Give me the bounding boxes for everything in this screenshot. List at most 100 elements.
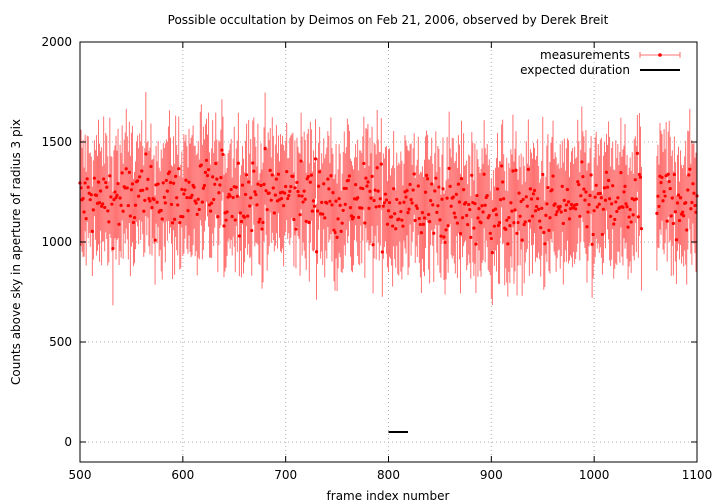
measurement-point [373,188,377,192]
measurement-point [467,202,471,207]
measurement-point [597,202,601,206]
measurement-point [347,174,352,178]
measurement-point [243,192,248,197]
measurement-point [322,182,326,186]
measurement-point [201,186,205,190]
measurement-point [413,218,417,223]
measurement-point [606,178,611,183]
measurement-point [567,217,572,221]
measurement-point [264,189,268,193]
measurement-point [593,195,597,199]
measurement-point [282,204,286,208]
measurement-point [468,207,472,212]
measurement-point [160,217,164,221]
measurement-point [612,222,616,226]
measurement-point [273,193,277,197]
measurement-point [313,157,318,161]
measurement-point [518,214,522,218]
measurement-point [529,197,534,201]
measurement-point [540,206,544,210]
measurement-point [610,202,614,206]
measurement-point [528,187,533,191]
measurement-point [532,188,537,193]
measurement-point [547,228,551,233]
axis-ticks: 500 600 700 800 900 1000 1100 0 500 1000 1500 2000 [41,35,712,482]
measurement-point [563,208,567,213]
measurement-point [406,210,410,215]
x-tick-label: 700 [274,468,297,482]
measurement-point [414,204,418,208]
measurement-point [454,192,458,196]
measurement-point [412,172,416,176]
measurement-point [616,196,620,200]
measurement-point [691,182,695,186]
measurement-point [220,148,224,152]
measurement-point [581,175,585,179]
measurement-point [137,194,141,198]
measurement-point [586,210,590,214]
measurement-point [244,173,249,177]
measurement-point [190,193,194,197]
measurement-point [558,204,562,209]
measurement-point [382,201,386,205]
measurement-point [381,204,385,208]
measurement-point [656,194,660,198]
measurement-point [165,189,170,193]
measurement-point [235,194,239,198]
measurement-point [627,215,631,219]
measurement-point [91,208,95,212]
measurement-point [672,172,676,177]
measurement-point [302,189,306,193]
measurement-point [548,216,552,220]
measurement-point [363,221,367,225]
measurement-point [90,229,94,233]
measurement-point [336,217,340,221]
measurement-point [605,185,610,189]
measurement-point [248,204,252,208]
measurement-point [217,191,221,195]
measurement-point [577,183,581,187]
measurement-point [432,231,436,235]
measurement-point [402,200,406,204]
measurement-point [469,235,473,239]
measurement-point [315,209,320,213]
measurement-point [475,193,479,198]
measurement-point [291,174,295,178]
measurement-point [365,184,369,188]
measurement-point [619,170,623,175]
measurement-point [240,183,245,187]
measurement-point [215,177,219,181]
measurement-point [287,194,291,198]
measurement-point [84,217,88,221]
error-bars [79,91,698,306]
measurement-point [533,209,538,213]
measurement-point [407,207,411,211]
measurement-point [522,223,526,227]
measurement-point [584,190,588,194]
measurement-point [589,173,593,177]
measurement-point [687,173,691,177]
measurement-point [203,170,208,174]
measurement-point [224,218,228,222]
measurement-point [303,197,307,201]
measurement-point [120,171,124,175]
measurement-point [668,187,672,191]
measurement-point [660,175,664,179]
measurement-point [387,200,392,205]
measurement-point [148,199,152,203]
measurement-point [124,167,128,171]
measurement-point [155,200,159,204]
measurement-point [194,201,198,205]
measurement-point [178,220,182,225]
measurement-point [375,166,379,170]
measurement-point [631,213,635,217]
measurement-point [624,202,628,206]
measurement-point [559,210,563,214]
measurement-point [97,201,102,205]
measurement-point [430,182,434,186]
measurement-point [675,201,680,205]
measurement-point [550,188,554,192]
measurement-point [346,178,350,182]
measurement-point [348,206,353,210]
measurement-point [479,221,483,225]
